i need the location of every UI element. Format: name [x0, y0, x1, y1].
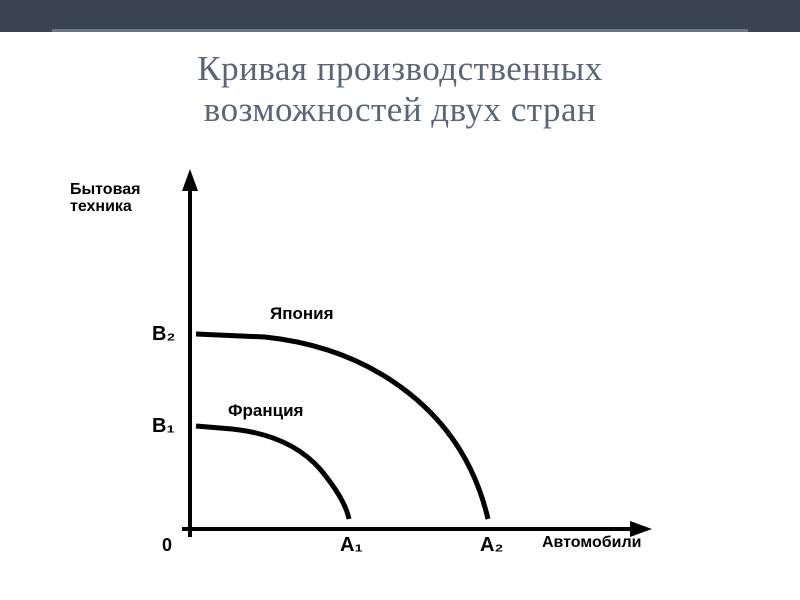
- title-line-2: возможностей двух стран: [204, 90, 596, 129]
- x-axis-label: Автомобили: [542, 534, 641, 552]
- y-axis-label: Бытовая техника: [70, 181, 140, 216]
- origin-label: 0: [162, 535, 172, 556]
- curve-japan: [196, 334, 488, 519]
- ppf-chart: Бытовая техника Автомобили 0 В₂ В₁ А₁ А₂…: [0, 139, 800, 584]
- series-label-japan: Япония: [270, 304, 334, 324]
- y-axis-arrow-icon: [182, 169, 198, 191]
- x-tick-a1: А₁: [340, 534, 363, 557]
- title-line-1: Кривая производственных: [197, 49, 603, 88]
- series-label-france: Франция: [228, 401, 303, 421]
- curve-france: [196, 426, 349, 519]
- header-accent: [52, 29, 748, 32]
- title-block: Кривая производственных возможностей дву…: [0, 32, 800, 139]
- ylabel-2: техника: [70, 198, 132, 215]
- y-tick-b2: В₂: [152, 323, 175, 346]
- ylabel-1: Бытовая: [70, 181, 140, 198]
- page-title: Кривая производственных возможностей дву…: [40, 48, 760, 131]
- x-tick-a2: А₂: [480, 534, 503, 557]
- header-bar: [0, 0, 800, 32]
- y-tick-b1: В₁: [152, 415, 175, 438]
